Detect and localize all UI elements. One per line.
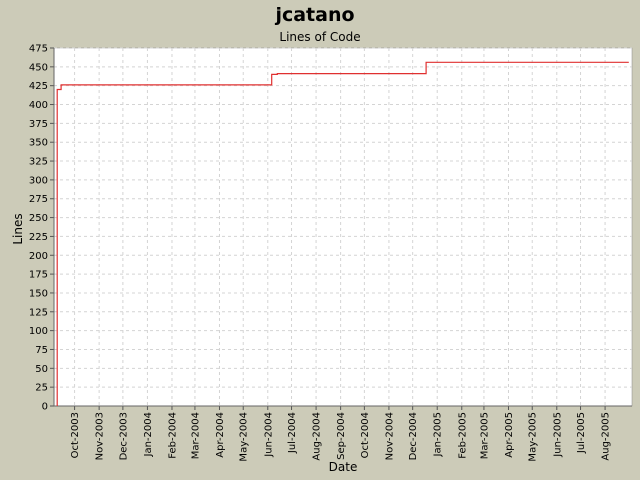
x-tick-label: Aug-2005 — [601, 412, 612, 461]
x-tick-label: Oct-2003 — [70, 412, 81, 458]
x-tick-label: Sep-2004 — [336, 412, 347, 460]
x-tick-label: Jan-2004 — [143, 412, 154, 457]
x-tick-label: Dec-2003 — [118, 412, 129, 460]
y-tick-label: 450 — [29, 62, 48, 73]
x-tick-label: Jun-2004 — [263, 412, 274, 458]
y-tick-label: 25 — [35, 383, 48, 394]
x-tick-label: Mar-2005 — [479, 412, 490, 459]
y-tick-label: 125 — [29, 307, 48, 318]
grid-lines — [54, 47, 632, 406]
y-tick-label: 350 — [29, 138, 48, 149]
x-tick-label: Oct-2004 — [360, 412, 371, 458]
series-layer — [56, 61, 629, 406]
y-tick-label: 275 — [29, 194, 48, 205]
x-tick-label: May-2004 — [239, 412, 250, 462]
y-tick-label: 475 — [29, 44, 48, 55]
series-line — [56, 61, 629, 406]
chart-title: jcatano — [274, 4, 354, 26]
x-tick-label: Nov-2004 — [384, 412, 395, 460]
y-tick-label: 425 — [29, 81, 48, 92]
chart-subtitle: Lines of Code — [279, 30, 360, 44]
x-tick-label: Apr-2004 — [215, 412, 226, 458]
y-tick-label: 100 — [29, 326, 48, 337]
y-axis-label: Lines — [11, 213, 25, 244]
x-tick-label: Jul-2004 — [287, 412, 298, 454]
y-tick-label: 300 — [29, 175, 48, 186]
x-tick-label: Nov-2003 — [95, 412, 106, 460]
y-tick-label: 75 — [35, 345, 48, 356]
axes: 0 25 50 75 100 125 150 175 200 225 250 275 300 325 350… — [29, 44, 632, 462]
x-tick-label: Mar-2004 — [190, 412, 201, 459]
y-tick-label: 225 — [29, 232, 48, 243]
x-tick-label: Jan-2005 — [433, 412, 444, 457]
x-tick-label: May-2005 — [528, 412, 539, 462]
y-tick-label: 375 — [29, 119, 48, 130]
x-tick-label: Feb-2004 — [167, 412, 178, 459]
plot-area — [53, 47, 633, 407]
y-tick-label: 200 — [29, 251, 48, 262]
x-axis-label: Date — [329, 460, 358, 474]
x-tick-label: Aug-2004 — [312, 412, 323, 461]
x-tick-label: Jul-2005 — [576, 412, 587, 454]
y-tick-label: 50 — [35, 364, 48, 375]
x-tick-label: Dec-2004 — [408, 412, 419, 460]
y-tick-label: 0 — [42, 402, 48, 413]
y-tick-label: 250 — [29, 213, 48, 224]
y-tick-label: 150 — [29, 288, 48, 299]
x-tick-label: Apr-2005 — [504, 412, 515, 458]
y-tick-label: 175 — [29, 270, 48, 281]
x-tick-label: Jun-2005 — [552, 412, 563, 458]
x-tick-label: Feb-2005 — [457, 412, 468, 459]
y-tick-label: 325 — [29, 157, 48, 168]
y-tick-label: 400 — [29, 100, 48, 111]
